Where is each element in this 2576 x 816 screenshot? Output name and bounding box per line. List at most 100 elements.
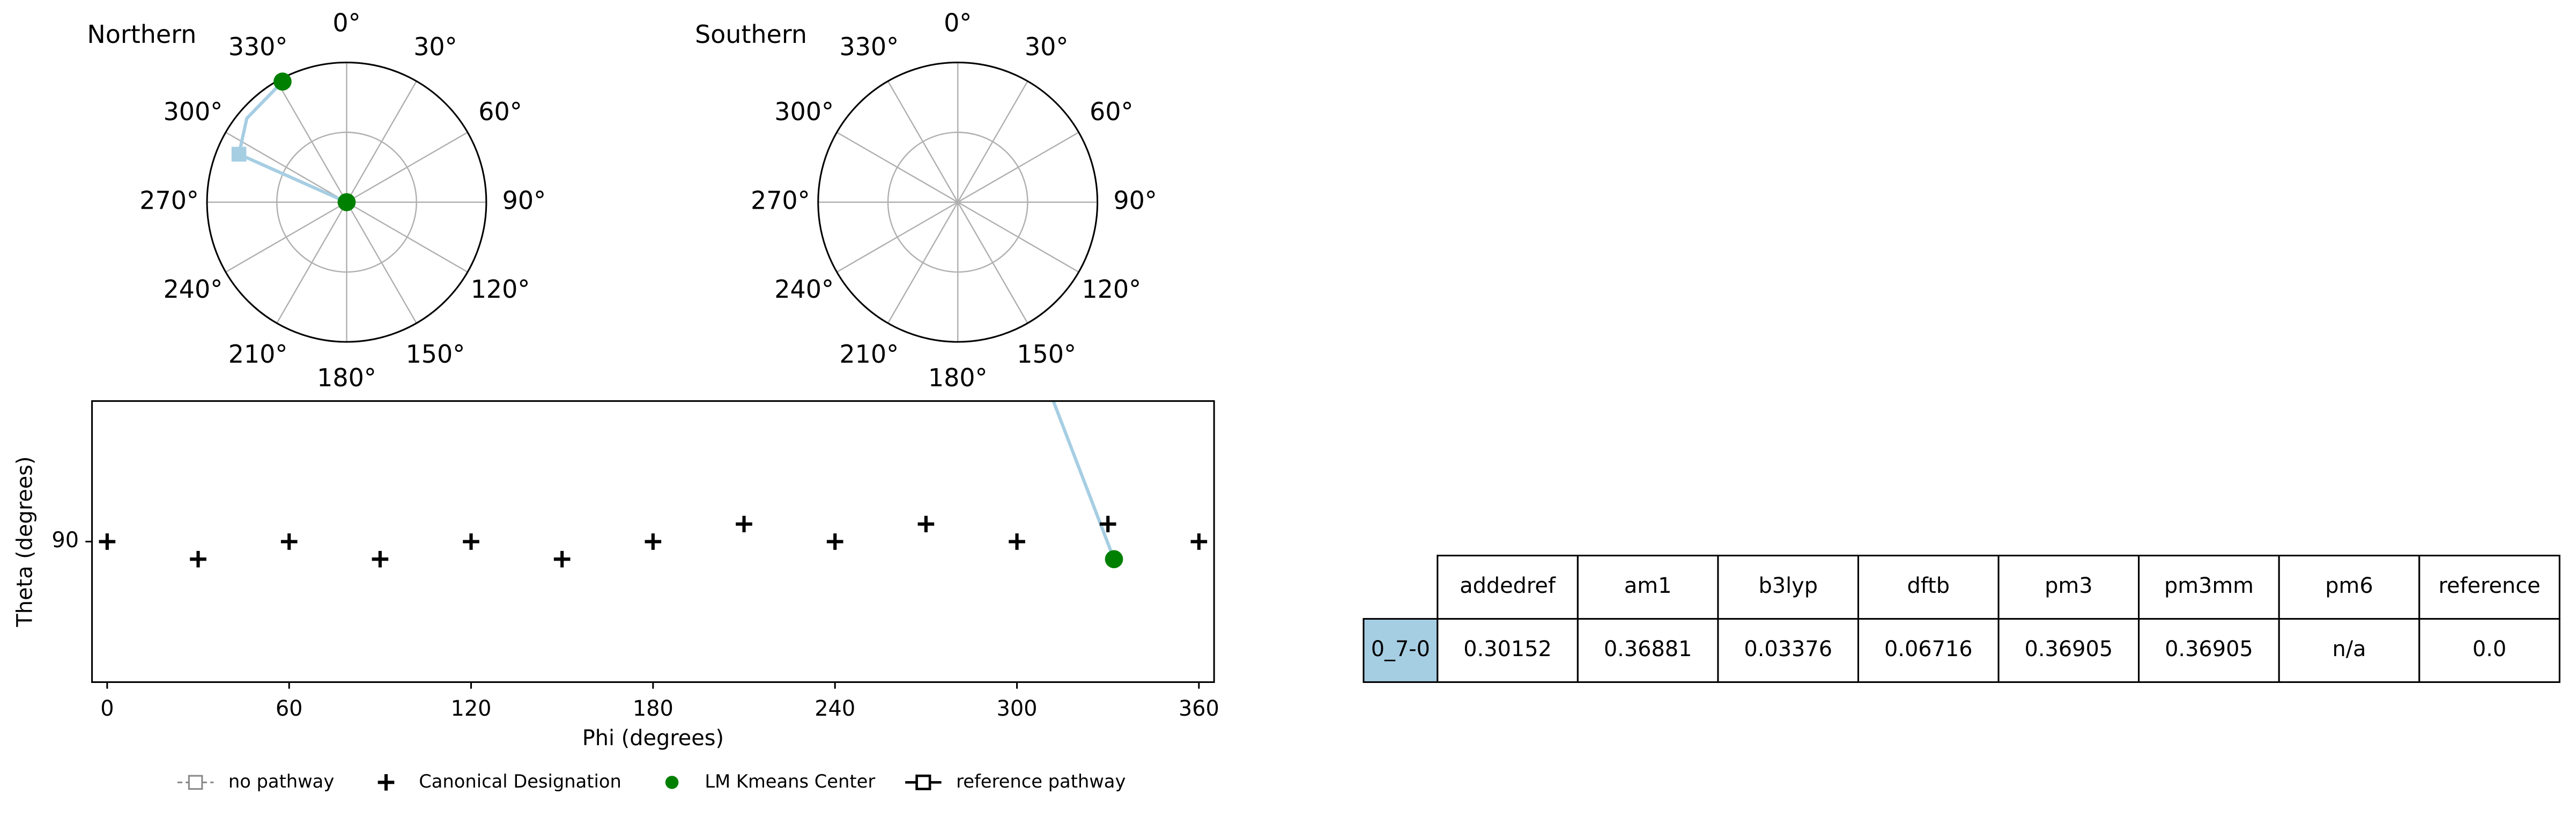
theta-tick-label: 60° (478, 97, 522, 126)
theta-tick-label: 150° (406, 340, 465, 369)
cell (1717, 617, 1860, 683)
cell-value: n/a (2332, 637, 2366, 661)
theta-tick-label: 210° (228, 340, 288, 369)
theta-tick-label: 270° (751, 186, 810, 215)
header-cell (1857, 555, 2000, 620)
cell-value: 0.36905 (2165, 637, 2253, 661)
theta-tick-label: 90° (1113, 186, 1157, 215)
theta-tick-label: 270° (139, 186, 199, 215)
cell-value: 0.0 (2473, 637, 2506, 661)
cell-value: 0.36881 (1604, 637, 1692, 661)
theta-tick-label: 30° (1025, 32, 1068, 61)
theta-tick-label: 180° (317, 363, 376, 392)
theta-tick-label: 120° (1082, 275, 1141, 304)
theta-tick-label: 240° (774, 275, 834, 304)
x-tick-label: 180 (633, 696, 673, 721)
header-cell (2278, 555, 2420, 620)
theta-tick-label: 300° (164, 97, 223, 126)
canonical-marker (1009, 533, 1025, 550)
row-label: 0_7-0 (1371, 637, 1430, 661)
legend-square (188, 775, 203, 790)
header-cell (1997, 555, 2140, 620)
y-tick-label: 90 (51, 528, 79, 553)
chart-title: Southern (695, 20, 807, 49)
legend-dot (665, 776, 679, 789)
x-axis-label: Phi (degrees) (582, 726, 724, 751)
header-cell (2418, 555, 2560, 620)
canonical-marker (1099, 516, 1116, 533)
center-point (337, 193, 356, 211)
column-header: am1 (1624, 574, 1672, 598)
legend-plus (377, 774, 395, 791)
canonical-marker (463, 533, 479, 550)
column-header: pm6 (2325, 574, 2373, 598)
theta-tick-label: 0° (944, 8, 972, 37)
cell (1997, 617, 2140, 683)
cell (1857, 617, 2000, 683)
column-header: b3lyp (1758, 574, 1818, 598)
cell-value: 0.30152 (1463, 637, 1552, 661)
legend-label: Canonical Designation (419, 771, 621, 792)
cell (1437, 617, 1579, 683)
theta-tick-label: 30° (413, 32, 457, 61)
grid-circle (276, 131, 417, 273)
canonical-marker (280, 533, 298, 550)
polar-frame (206, 61, 487, 343)
row-label-cell (1363, 617, 1439, 683)
canonical-marker (917, 516, 935, 533)
cell-value: 0.36905 (2025, 637, 2113, 661)
x-tick-label: 360 (1179, 696, 1219, 721)
theta-tick-label: 120° (471, 275, 530, 304)
x-tick-label: 300 (997, 696, 1038, 721)
canonical-marker (553, 550, 571, 568)
canonical-marker (736, 516, 752, 533)
polar-frame (817, 61, 1099, 343)
canonical-marker (645, 533, 662, 550)
theta-tick-label: 180° (928, 363, 988, 392)
theta-tick-label: 300° (774, 97, 834, 126)
legend-label: LM Kmeans Center (705, 771, 875, 792)
pathway-line (237, 80, 347, 204)
column-header: reference (2439, 574, 2541, 598)
theta-tick-label: 240° (164, 275, 223, 304)
x-tick-label: 0 (100, 696, 114, 721)
theta-tick-label: 150° (1017, 340, 1076, 369)
legend-square (915, 774, 931, 790)
header-cell (1717, 555, 1860, 620)
canonical-marker (190, 550, 206, 568)
cell (2278, 617, 2420, 683)
cell (2138, 617, 2280, 683)
x-tick-label: 240 (815, 696, 855, 721)
column-header: pm3 (2045, 574, 2092, 598)
canonical-marker (99, 533, 116, 550)
canonical-marker (826, 533, 843, 550)
theta-tick-label: 330° (839, 32, 899, 61)
theta-tick-label: 330° (228, 32, 288, 61)
cell-value: 0.06716 (1884, 637, 1973, 661)
cell (2418, 617, 2560, 683)
plot-area (99, 401, 1208, 569)
x-tick-label: 60 (276, 696, 303, 721)
column-header: pm3mm (2164, 574, 2254, 598)
legend-label: reference pathway (956, 771, 1126, 792)
square-point (231, 146, 247, 162)
grid-circle (887, 131, 1028, 273)
y-axis-label: Theta (degrees) (13, 456, 38, 627)
header-cell (1437, 555, 1579, 620)
pathway-line (1052, 401, 1116, 560)
chart-title: Northern (87, 20, 196, 49)
theta-tick-label: 60° (1090, 97, 1133, 126)
axes-frame (91, 400, 1215, 683)
cell-value: 0.03376 (1744, 637, 1832, 661)
canonical-marker (1190, 533, 1208, 550)
column-header: addedref (1460, 574, 1556, 598)
theta-tick-label: 0° (332, 8, 360, 37)
x-tick-label: 120 (451, 696, 492, 721)
theta-tick-label: 210° (839, 340, 899, 369)
kmeans-center (1105, 550, 1123, 569)
canonical-marker (372, 550, 389, 568)
center-point (273, 72, 292, 91)
header-cell (2138, 555, 2280, 620)
theta-tick-label: 90° (502, 186, 546, 215)
